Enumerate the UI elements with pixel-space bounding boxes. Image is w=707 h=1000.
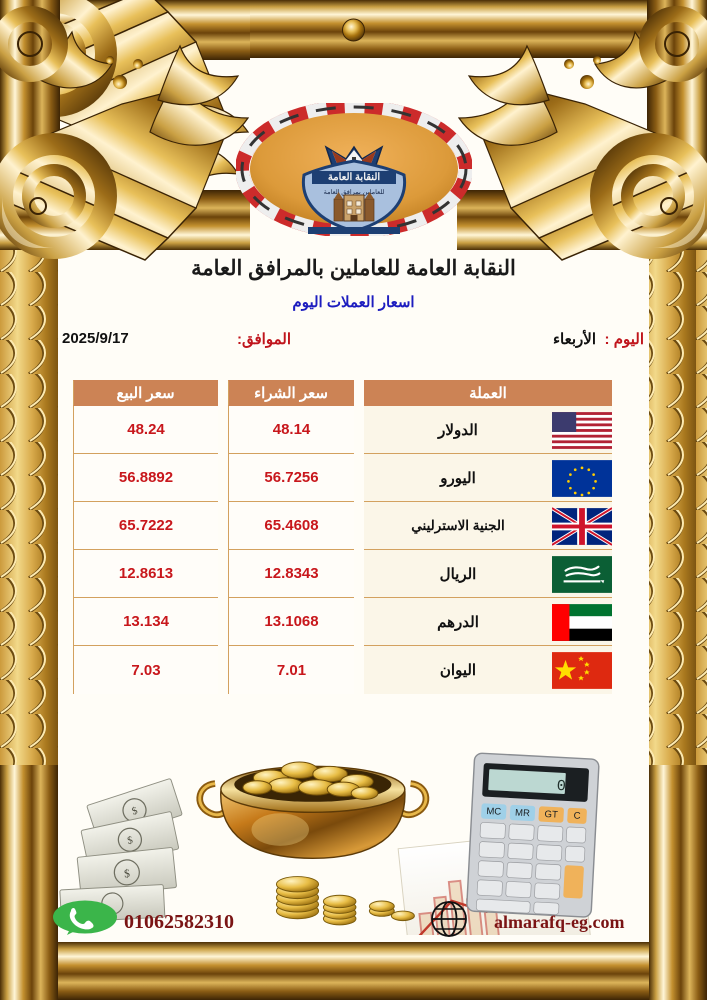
svg-text:0: 0 [556,777,566,795]
svg-text:MC: MC [486,806,502,818]
svg-text:GT: GT [544,809,558,821]
svg-text:MR: MR [515,807,531,819]
svg-text:النقابة العامة: النقابة العامة [328,172,381,183]
svg-text:C: C [573,811,581,822]
